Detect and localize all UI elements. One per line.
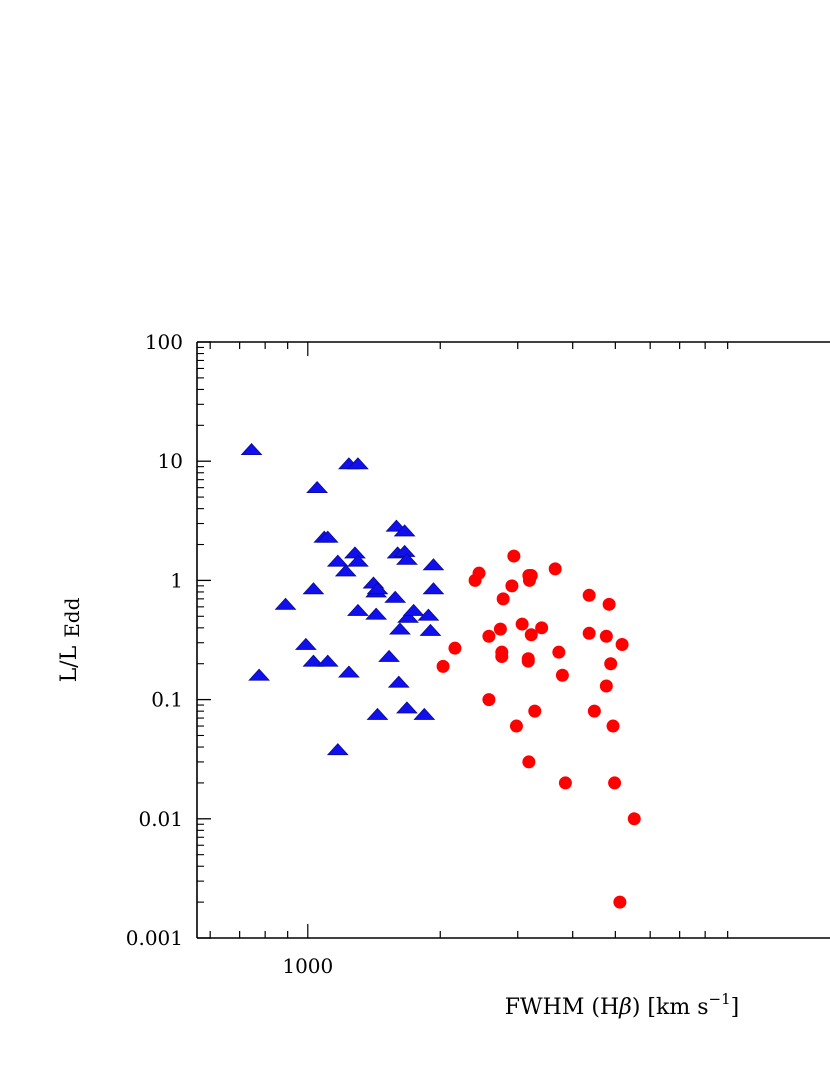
triangle-point bbox=[419, 623, 442, 636]
y-tick-label: 10 bbox=[158, 449, 183, 473]
triangle-point bbox=[302, 654, 325, 667]
triangle-point bbox=[366, 582, 389, 595]
triangle-point bbox=[326, 554, 349, 567]
triangle-point bbox=[326, 743, 349, 756]
triangle-point bbox=[393, 524, 416, 537]
x-axis-label-suffix: ) [km s bbox=[632, 995, 709, 1020]
triangle-point bbox=[337, 665, 360, 678]
triangle-point bbox=[347, 457, 369, 470]
circle-point bbox=[522, 755, 536, 769]
series-circles bbox=[436, 549, 641, 909]
triangle-point bbox=[334, 564, 357, 577]
triangle-point bbox=[302, 582, 325, 595]
triangle-point bbox=[347, 554, 369, 567]
circle-point bbox=[558, 776, 572, 790]
circle-point bbox=[608, 776, 622, 790]
y-tick-label: 0.1 bbox=[151, 688, 183, 712]
circle-point bbox=[555, 668, 569, 682]
circle-point bbox=[507, 549, 521, 563]
circle-point bbox=[495, 649, 509, 663]
triangle-point bbox=[422, 558, 445, 571]
triangle-point bbox=[389, 622, 411, 635]
x-axis-label-beta: β bbox=[618, 995, 632, 1020]
triangle-point bbox=[344, 546, 366, 559]
triangle-point bbox=[396, 552, 418, 565]
circle-point bbox=[615, 637, 629, 651]
circle-point bbox=[613, 895, 627, 909]
triangle-point bbox=[347, 603, 369, 616]
circle-point bbox=[535, 621, 549, 635]
circle-point bbox=[482, 693, 496, 707]
triangle-point bbox=[306, 481, 329, 494]
y-tick-label: 1 bbox=[170, 568, 183, 592]
y-tick-label: 0.001 bbox=[126, 926, 183, 950]
circle-point bbox=[436, 659, 450, 673]
triangle-point bbox=[366, 707, 389, 720]
triangle-point bbox=[378, 649, 400, 662]
y-tick-labels: 0.001 0.01 0.1 1 10 100 bbox=[126, 330, 183, 950]
circle-point bbox=[493, 622, 507, 636]
x-axis-label: FWHM (Hβ) [km s−1] bbox=[505, 990, 739, 1020]
circle-point bbox=[602, 597, 616, 611]
circle-point bbox=[552, 645, 566, 659]
triangle-point bbox=[240, 443, 263, 456]
circle-point bbox=[472, 566, 486, 580]
circle-point bbox=[582, 626, 596, 640]
triangle-point bbox=[402, 603, 425, 616]
circle-point bbox=[505, 579, 519, 593]
y-tick-label: 100 bbox=[145, 330, 183, 354]
triangle-point bbox=[417, 608, 440, 621]
circle-point bbox=[548, 562, 562, 576]
circle-point bbox=[627, 812, 641, 826]
y-axis-label-sub: Edd bbox=[60, 597, 84, 637]
circle-point bbox=[509, 719, 523, 733]
triangle-point bbox=[384, 590, 407, 603]
circle-point bbox=[587, 704, 601, 718]
triangle-point bbox=[387, 675, 410, 688]
triangle-point bbox=[397, 610, 419, 623]
circle-point bbox=[524, 628, 538, 642]
axes bbox=[196, 341, 830, 939]
circle-point bbox=[482, 629, 496, 643]
tick-marks bbox=[197, 341, 729, 939]
triangle-point bbox=[316, 654, 339, 667]
y-axis-label: L/L Edd bbox=[57, 597, 84, 682]
circle-point bbox=[599, 679, 613, 693]
circle-point bbox=[582, 588, 596, 602]
circle-point bbox=[599, 629, 613, 643]
triangle-point bbox=[274, 597, 297, 610]
y-tick-label: 0.01 bbox=[138, 807, 183, 831]
x-tick-label: 1000 bbox=[282, 954, 333, 978]
circle-point bbox=[528, 704, 542, 718]
triangle-point bbox=[316, 530, 339, 543]
series-triangles bbox=[240, 443, 445, 756]
triangle-point bbox=[294, 637, 317, 650]
circle-point bbox=[521, 654, 535, 668]
triangle-point bbox=[248, 668, 270, 681]
data-points bbox=[240, 443, 641, 909]
circle-point bbox=[496, 592, 510, 606]
triangle-point bbox=[413, 707, 436, 720]
x-axis-label-prefix: FWHM (H bbox=[505, 995, 619, 1020]
triangle-point bbox=[365, 607, 388, 620]
circle-point bbox=[606, 719, 620, 733]
triangle-point bbox=[422, 582, 445, 595]
x-axis-label-exponent: −1 bbox=[709, 990, 731, 1008]
x-tick-labels: 1000 bbox=[282, 954, 333, 978]
circle-point bbox=[515, 617, 529, 631]
y-axis-label-main: L/L bbox=[57, 645, 82, 682]
triangle-point bbox=[396, 701, 418, 714]
circle-point bbox=[604, 657, 618, 671]
circle-point bbox=[524, 568, 538, 582]
x-axis-label-close: ] bbox=[731, 995, 740, 1020]
circle-point bbox=[448, 641, 462, 655]
